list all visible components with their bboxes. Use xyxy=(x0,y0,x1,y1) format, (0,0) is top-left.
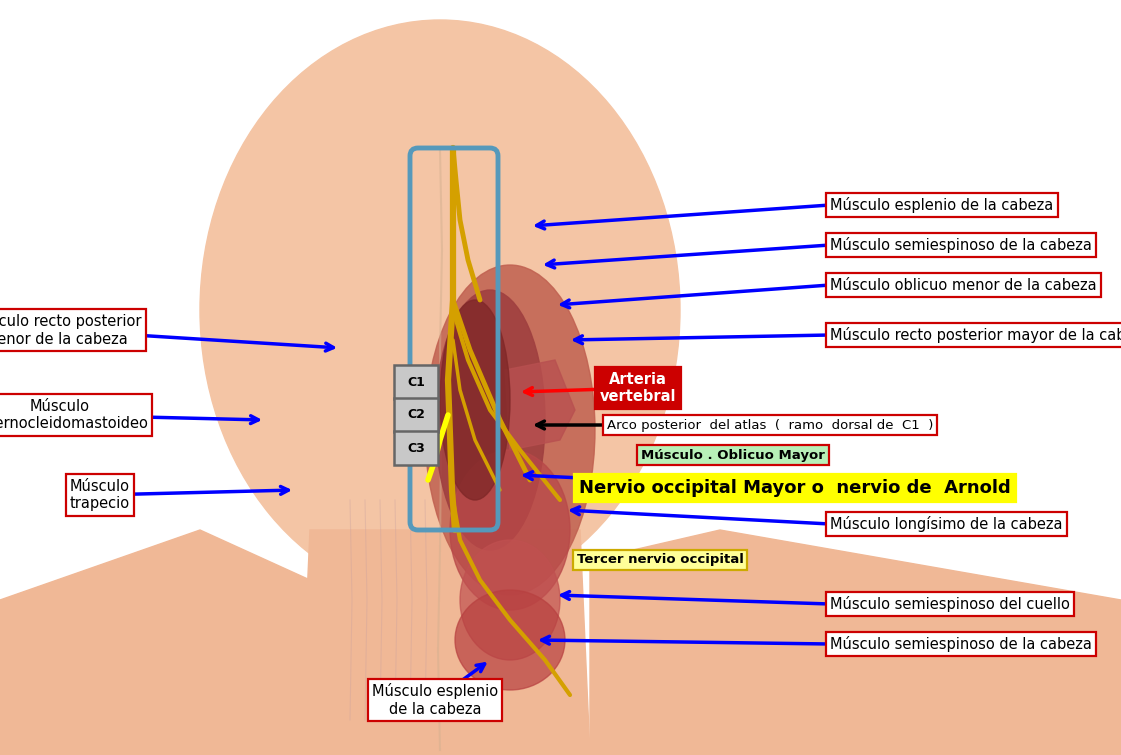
Ellipse shape xyxy=(455,590,565,690)
FancyBboxPatch shape xyxy=(393,431,438,465)
Text: C3: C3 xyxy=(407,442,425,455)
Text: Músculo
esternocleidomastoideo: Músculo esternocleidomastoideo xyxy=(0,399,148,431)
Polygon shape xyxy=(590,530,1121,755)
Polygon shape xyxy=(300,530,590,755)
Text: Músculo longísimo de la cabeza: Músculo longísimo de la cabeza xyxy=(830,516,1063,532)
Text: Arco posterior  del atlas  (  ramo  dorsal de  C1  ): Arco posterior del atlas ( ramo dorsal d… xyxy=(606,418,933,432)
Text: Tercer nervio occipital: Tercer nervio occipital xyxy=(576,553,743,566)
Ellipse shape xyxy=(460,540,560,660)
Ellipse shape xyxy=(425,265,595,595)
Text: C1: C1 xyxy=(407,375,425,389)
Text: C2: C2 xyxy=(407,408,425,421)
Ellipse shape xyxy=(435,290,545,550)
Text: Músculo . Oblicuo Mayor: Músculo . Oblicuo Mayor xyxy=(641,448,825,461)
Text: Músculo recto posterior mayor de la cabeza: Músculo recto posterior mayor de la cabe… xyxy=(830,327,1121,343)
Text: Músculo esplenio
de la cabeza: Músculo esplenio de la cabeza xyxy=(372,683,498,716)
Ellipse shape xyxy=(441,300,510,500)
Text: Músculo recto posterior
menor de la cabeza: Músculo recto posterior menor de la cabe… xyxy=(0,313,141,347)
Text: Músculo semiespinoso del cuello: Músculo semiespinoso del cuello xyxy=(830,596,1069,612)
Ellipse shape xyxy=(450,450,569,610)
Ellipse shape xyxy=(200,20,680,600)
Text: Nervio occipital Mayor o  nervio de  Arnold: Nervio occipital Mayor o nervio de Arnol… xyxy=(580,479,1011,497)
Text: Arteria
vertebral: Arteria vertebral xyxy=(600,371,676,404)
FancyBboxPatch shape xyxy=(393,365,438,399)
Polygon shape xyxy=(0,530,311,755)
Text: Músculo semiespinoso de la cabeza: Músculo semiespinoso de la cabeza xyxy=(830,636,1092,652)
FancyBboxPatch shape xyxy=(393,398,438,432)
Text: Músculo semiespinoso de la cabeza: Músculo semiespinoso de la cabeza xyxy=(830,237,1092,253)
Text: Músculo oblicuo menor de la cabeza: Músculo oblicuo menor de la cabeza xyxy=(830,278,1096,292)
Text: Músculo esplenio de la cabeza: Músculo esplenio de la cabeza xyxy=(830,197,1054,213)
Text: Músculo
trapecio: Músculo trapecio xyxy=(70,479,130,511)
Polygon shape xyxy=(504,360,575,450)
